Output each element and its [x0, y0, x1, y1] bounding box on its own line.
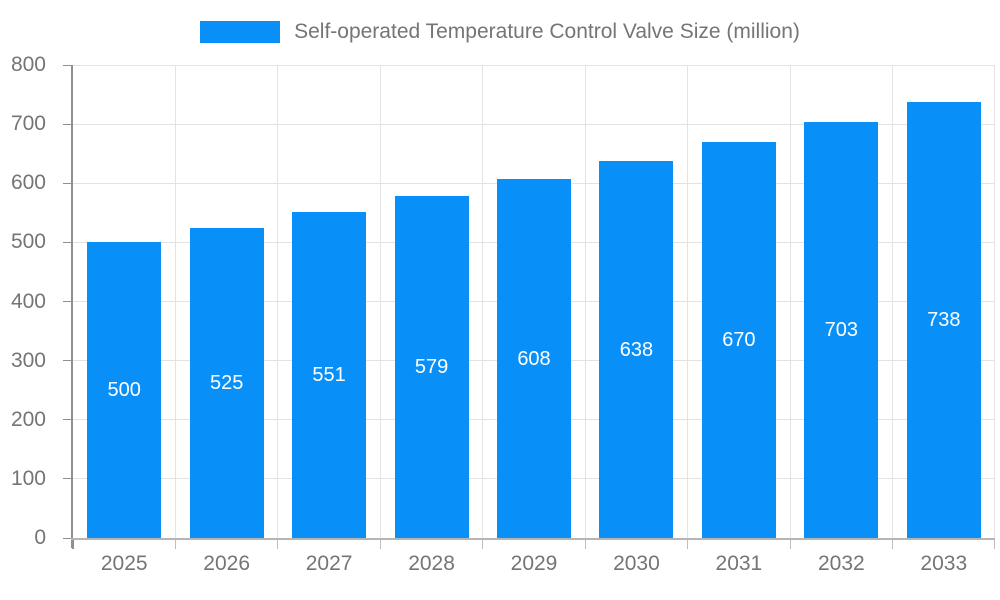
- gridline-vertical: [174, 65, 176, 538]
- y-axis-tick: [63, 301, 71, 302]
- x-axis-tick: [789, 540, 791, 549]
- bar[interactable]: 670: [701, 142, 776, 538]
- legend-swatch[interactable]: [200, 21, 281, 43]
- gridline-vertical: [892, 65, 894, 538]
- x-axis-tick-label: 2033: [920, 552, 968, 575]
- gridline-vertical: [687, 65, 689, 538]
- bar[interactable]: 703: [804, 122, 879, 538]
- bar-value-label: 670: [722, 329, 756, 351]
- y-axis-tick-text: 200: [10, 407, 46, 431]
- bar-value-label: 638: [619, 338, 654, 361]
- x-axis-tick: [482, 540, 484, 549]
- y-axis-tick: [63, 64, 71, 66]
- y-axis-tick-text: 600: [10, 171, 46, 195]
- bar[interactable]: 500: [87, 242, 162, 538]
- bar[interactable]: 738: [906, 102, 981, 538]
- y-axis-tick-text: 400: [10, 289, 46, 313]
- bar-value-label: 738: [927, 309, 961, 331]
- bar-value-label: 579: [414, 356, 449, 378]
- legend-label: Self-operated Temperature Control Valve …: [294, 20, 800, 43]
- x-axis-tick: [584, 540, 586, 549]
- x-axis-tick-label: 2032: [817, 552, 865, 575]
- x-axis-tick: [994, 540, 995, 549]
- bar[interactable]: 525: [189, 228, 264, 538]
- x-axis-tick-label: 2028: [408, 552, 455, 575]
- legend[interactable]: Self-operated Temperature Control Valve …: [0, 13, 1000, 51]
- x-axis-tick: [379, 540, 381, 549]
- gridline-vertical: [584, 65, 586, 538]
- gridline-vertical: [994, 65, 995, 538]
- y-axis-tick: [63, 537, 71, 539]
- bar-value-label: 551: [312, 364, 346, 386]
- bar-value-label: 703: [824, 319, 859, 341]
- bar[interactable]: 608: [497, 179, 571, 538]
- y-axis-tick-text: 300: [10, 348, 46, 372]
- bar-value-label: 525: [209, 372, 244, 394]
- bar-value-label: 500: [107, 379, 141, 401]
- x-axis-tick: [174, 540, 176, 549]
- x-axis-tick-label: 2030: [613, 552, 660, 575]
- y-axis-line: [71, 65, 73, 548]
- y-axis-tick: [63, 360, 71, 362]
- y-axis-tick-text: 100: [10, 466, 46, 490]
- gridline-vertical: [482, 65, 484, 538]
- y-axis-tick: [63, 478, 71, 480]
- x-axis-line: [71, 538, 995, 540]
- x-axis-tick: [892, 540, 894, 549]
- y-axis-tick: [63, 123, 71, 125]
- x-axis-tick-label: 2025: [100, 552, 148, 575]
- gridline-vertical: [277, 65, 279, 538]
- gridline-horizontal: [73, 65, 995, 66]
- x-axis-tick-label: 2031: [715, 552, 763, 575]
- x-axis-tick-label: 2026: [203, 552, 251, 575]
- y-axis-tick-text: 800: [10, 53, 46, 76]
- x-axis-tick-label: 2029: [510, 552, 558, 575]
- bar[interactable]: 638: [599, 161, 674, 538]
- y-axis-tick-text: 0: [34, 526, 46, 549]
- bar-value-label: 608: [517, 347, 551, 370]
- x-axis-tick: [72, 540, 74, 549]
- y-axis-tick-text: 700: [10, 112, 46, 136]
- x-axis-tick: [277, 540, 279, 549]
- gridline-horizontal: [73, 123, 995, 125]
- y-axis-tick: [63, 182, 71, 184]
- bar[interactable]: 579: [394, 196, 469, 538]
- gridline-vertical: [789, 65, 791, 538]
- x-axis-tick: [687, 540, 689, 549]
- x-axis-tick-label: 2027: [305, 552, 353, 575]
- gridline-vertical: [379, 65, 381, 538]
- y-axis-tick: [63, 241, 71, 243]
- plot-area: 0 100 200 300 400 500 600 700 800 500 2025 525 2026 5…: [11, 54, 995, 575]
- y-axis-tick-text: 500: [10, 230, 46, 254]
- y-axis-tick: [63, 419, 71, 421]
- bar[interactable]: 551: [292, 212, 367, 538]
